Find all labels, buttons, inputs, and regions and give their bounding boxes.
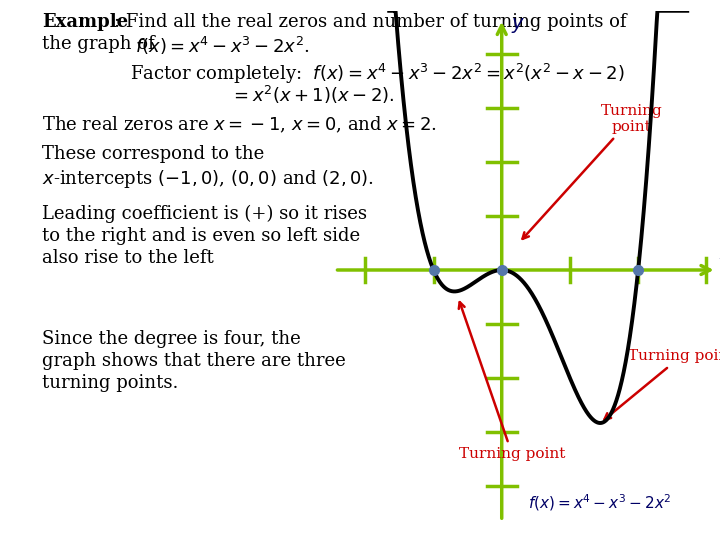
Text: $f(x) = x^4 - x^3 - 2x^2$: $f(x) = x^4 - x^3 - 2x^2$ xyxy=(528,492,671,512)
Text: : Find all the real zeros and number of turning points of: : Find all the real zeros and number of … xyxy=(114,13,626,31)
Text: Leading coefficient is (+) so it rises: Leading coefficient is (+) so it rises xyxy=(42,205,367,223)
Text: turning points.: turning points. xyxy=(42,374,179,392)
Text: $f(x) = x^4 - x^3 - 2x^2$.: $f(x) = x^4 - x^3 - 2x^2$. xyxy=(135,35,310,57)
Text: The real zeros are $x = -1$, $x = 0$, and $x = 2$.: The real zeros are $x = -1$, $x = 0$, an… xyxy=(42,115,437,136)
Text: graph shows that there are three: graph shows that there are three xyxy=(42,352,346,370)
Text: $= x^2(x + 1)(x - 2).$: $= x^2(x + 1)(x - 2).$ xyxy=(230,84,395,106)
Text: Since the degree is four, the: Since the degree is four, the xyxy=(42,330,301,348)
Text: Turning point: Turning point xyxy=(605,349,720,420)
Text: $y$: $y$ xyxy=(510,16,525,35)
Text: Example: Example xyxy=(42,13,128,31)
Text: $x$-intercepts $(-1, 0)$, $(0, 0)$ and $(2, 0)$.: $x$-intercepts $(-1, 0)$, $(0, 0)$ and $… xyxy=(42,168,374,190)
Text: Turning
point: Turning point xyxy=(523,104,662,239)
Text: These correspond to the: These correspond to the xyxy=(42,145,264,163)
Text: Factor completely:  $f(x) = x^4 - x^3 - 2x^2 = x^2(x^2 - x - 2)$: Factor completely: $f(x) = x^4 - x^3 - 2… xyxy=(130,62,624,86)
Text: to the right and is even so left side: to the right and is even so left side xyxy=(42,227,360,245)
Text: Turning point: Turning point xyxy=(459,302,565,461)
Text: also rise to the left: also rise to the left xyxy=(42,249,214,267)
Text: the graph of: the graph of xyxy=(42,35,166,53)
Text: $x$: $x$ xyxy=(719,245,720,263)
